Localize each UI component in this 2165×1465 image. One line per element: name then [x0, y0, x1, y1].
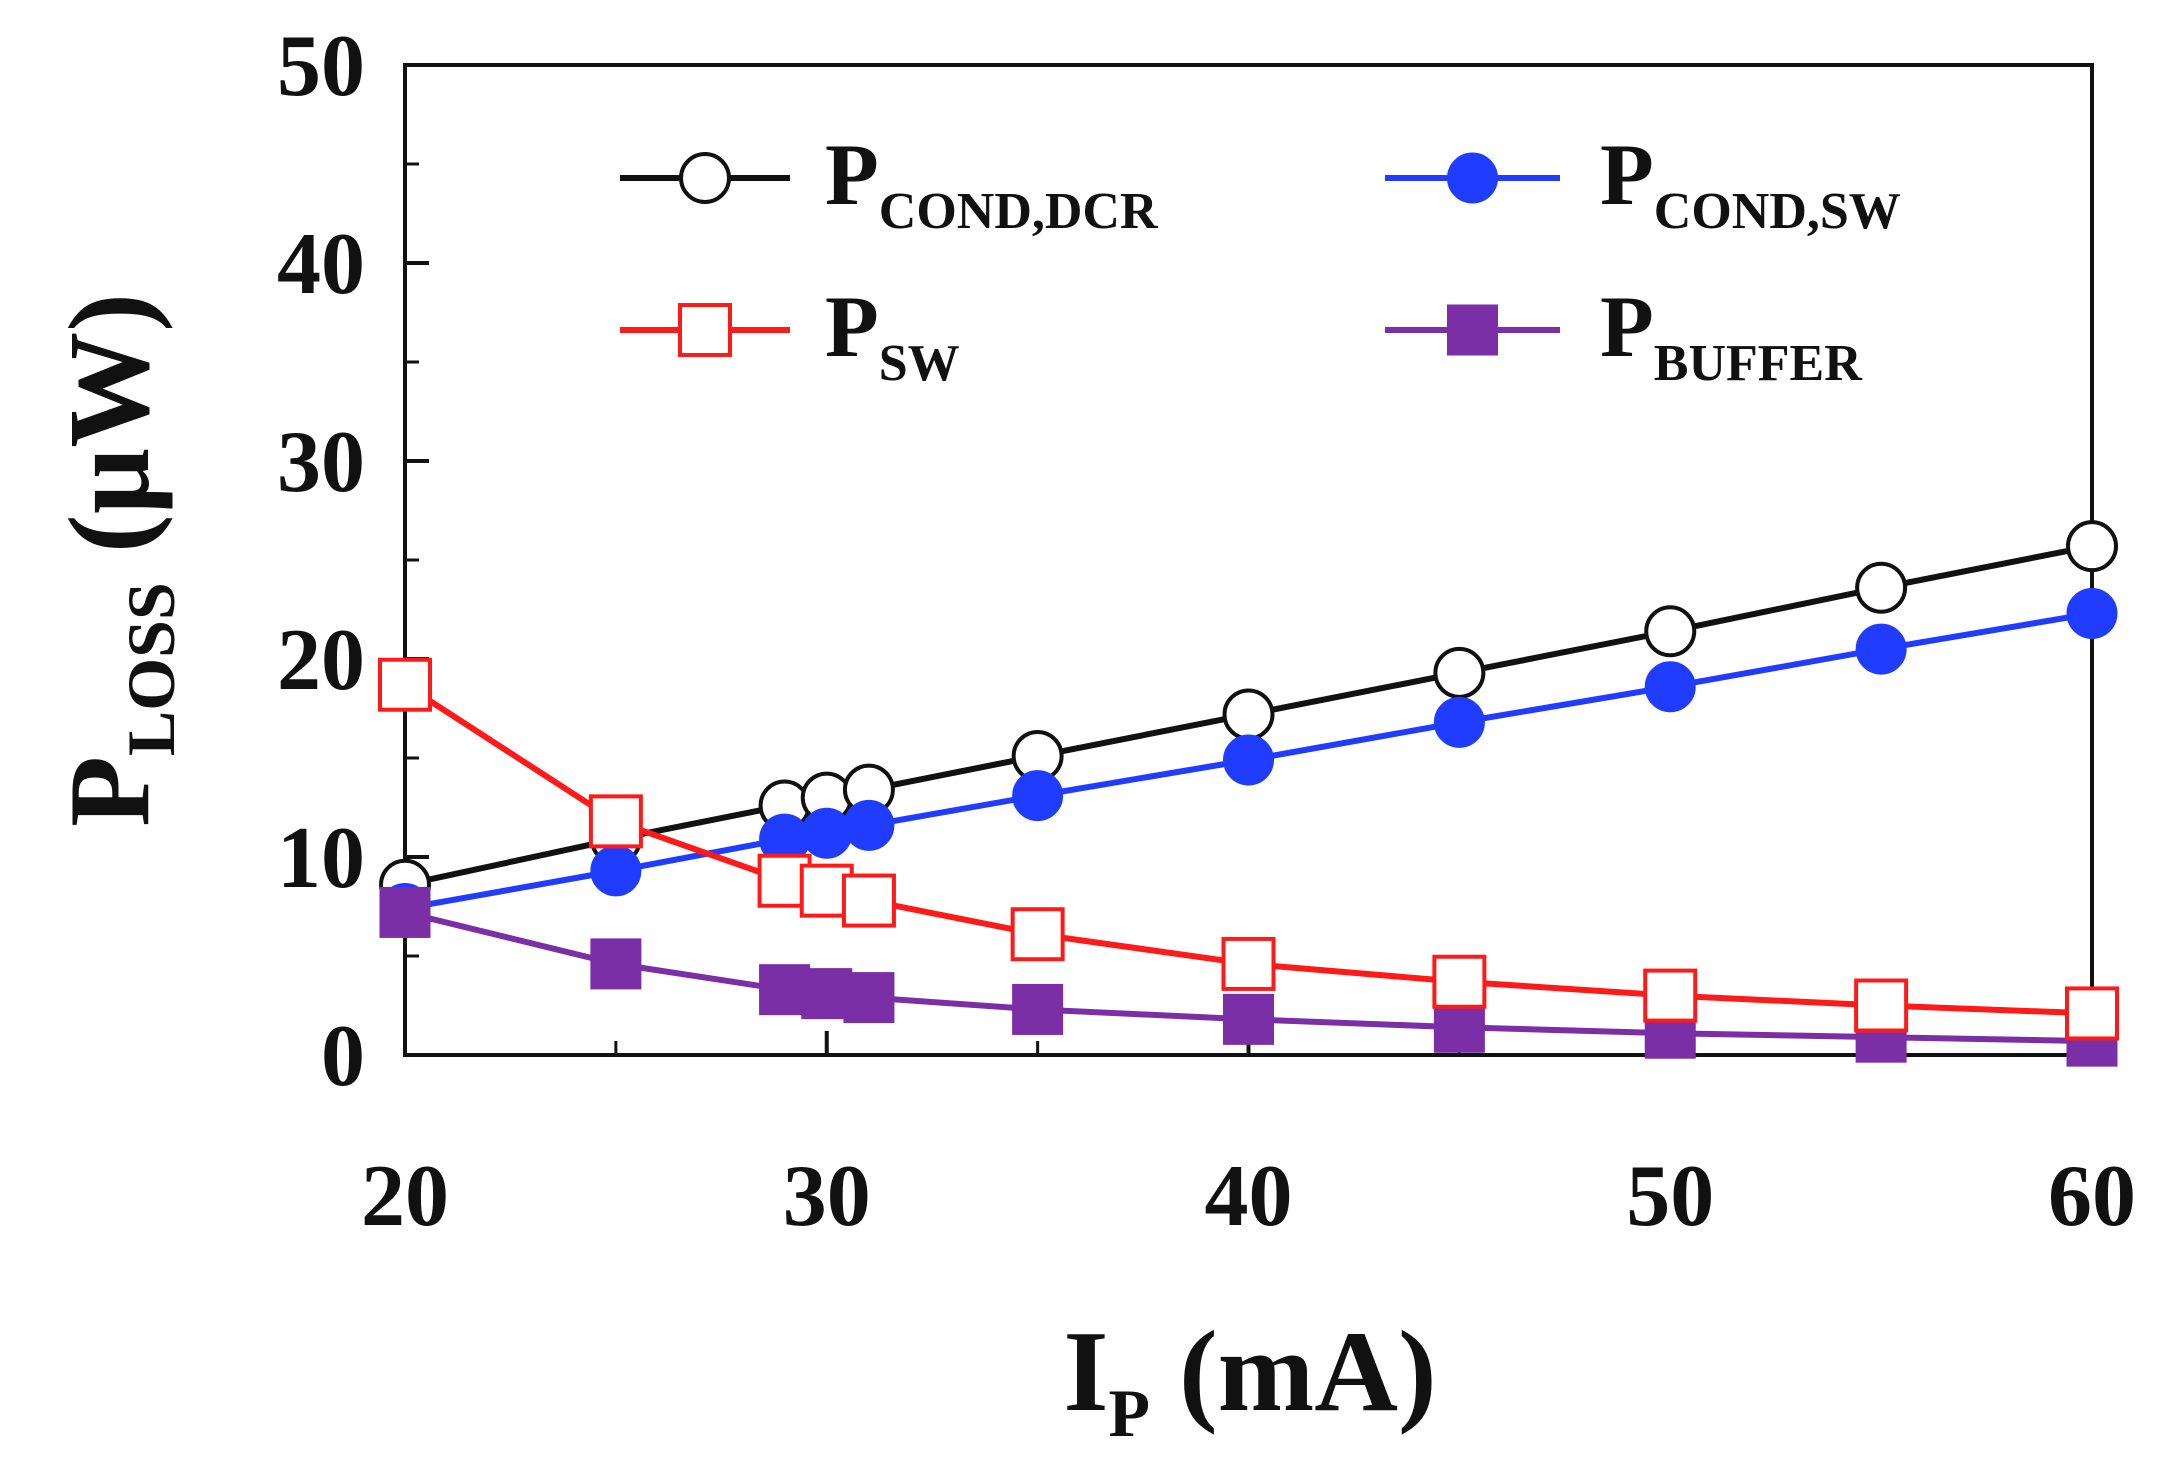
data-point-p-cond-dcr	[1433, 646, 1486, 699]
data-point-p-cond-dcr	[1855, 561, 1908, 614]
legend-item-p-cond-sw: PCOND,SW	[1385, 127, 1901, 240]
x-tick-label: 20	[361, 1148, 449, 1245]
data-point-p-buffer	[1012, 983, 1064, 1035]
data-point-p-buffer	[843, 972, 895, 1024]
legend-marker	[679, 152, 731, 204]
series-p-cond-sw	[379, 587, 2118, 934]
data-point-p-cond-sw	[590, 845, 642, 897]
y-axis-title-sub: LOSS	[113, 582, 189, 756]
legend-marker	[678, 303, 732, 357]
data-point-p-buffer	[590, 938, 642, 990]
data-point-p-cond-sw	[1433, 696, 1485, 748]
legend-marker	[1447, 152, 1498, 204]
y-tick-label: 10	[277, 810, 365, 907]
y-axis-title-main: P	[46, 756, 174, 827]
data-point-p-cond-sw	[1223, 734, 1274, 786]
legend-label-main: P	[825, 127, 879, 224]
legend-marker	[1447, 304, 1498, 356]
x-axis-title-sub: P	[1108, 1375, 1150, 1451]
data-point-p-cond-dcr	[1644, 605, 1697, 658]
y-tick-label: 30	[277, 414, 365, 511]
data-point-p-buffer	[1223, 993, 1274, 1045]
legend-label: PCOND,DCR	[825, 127, 1159, 240]
legend-label: PBUFFER	[1600, 279, 1863, 392]
data-point-p-sw	[1221, 936, 1276, 991]
data-point-p-cond-sw	[1855, 623, 1907, 675]
x-axis-title-space	[1150, 1308, 1179, 1436]
legend-label-main: P	[1600, 279, 1654, 376]
y-tick-label: 40	[277, 216, 365, 313]
legend-label-main: P	[825, 279, 879, 376]
data-point-p-sw	[588, 794, 643, 849]
y-axis-title-space	[46, 553, 174, 582]
legend-label-sub: SW	[879, 335, 960, 392]
y-axis-title-unit: (µW)	[46, 293, 174, 553]
legend-item-p-buffer: PBUFFER	[1385, 279, 1863, 392]
x-axis-title: IP (mA)	[1063, 1308, 1436, 1451]
x-axis-title-main: I	[1063, 1308, 1108, 1436]
legend-item-p-cond-dcr: PCOND,DCR	[620, 127, 1159, 240]
data-point-p-cond-dcr	[2066, 520, 2118, 573]
x-axis-title-unit: (mA)	[1179, 1308, 1437, 1436]
data-point-p-buffer	[1433, 1001, 1485, 1053]
data-point-p-cond-sw	[843, 799, 895, 851]
data-point-p-sw	[841, 873, 896, 928]
x-tick-label: 60	[2048, 1148, 2136, 1245]
data-point-p-sw	[1854, 978, 1909, 1033]
data-point-p-sw	[1643, 968, 1698, 1023]
legend-label-sub: BUFFER	[1654, 335, 1863, 392]
data-point-p-cond-sw	[1644, 661, 1696, 713]
series-p-sw	[378, 657, 2119, 1041]
legend-label: PCOND,SW	[1600, 127, 1901, 240]
data-point-p-cond-sw	[1012, 770, 1064, 822]
data-point-p-sw	[2065, 986, 2119, 1041]
legend-label-sub: COND,DCR	[879, 183, 1159, 240]
data-point-p-cond-dcr	[1222, 688, 1275, 741]
data-point-p-sw	[378, 657, 432, 712]
x-tick-label: 40	[1205, 1148, 1293, 1245]
y-axis-title: PLOSS (µW)	[46, 293, 189, 827]
legend-label-sub: COND,SW	[1654, 183, 1901, 240]
legend-label: PSW	[825, 279, 960, 392]
y-tick-label: 20	[277, 612, 365, 709]
data-point-p-buffer	[379, 886, 431, 938]
y-tick-label: 50	[277, 18, 365, 115]
legend-item-p-sw: PSW	[620, 279, 960, 392]
data-point-p-cond-sw	[801, 807, 853, 859]
data-point-p-sw	[1432, 954, 1487, 1009]
series-p-cond-dcr	[379, 520, 2118, 911]
data-point-p-sw	[1010, 907, 1065, 962]
y-tick-label: 0	[321, 1008, 365, 1105]
data-point-p-cond-sw	[2066, 587, 2118, 639]
x-tick-label: 30	[783, 1148, 871, 1245]
legend-label-main: P	[1600, 127, 1654, 224]
x-tick-label: 50	[1626, 1148, 1714, 1245]
